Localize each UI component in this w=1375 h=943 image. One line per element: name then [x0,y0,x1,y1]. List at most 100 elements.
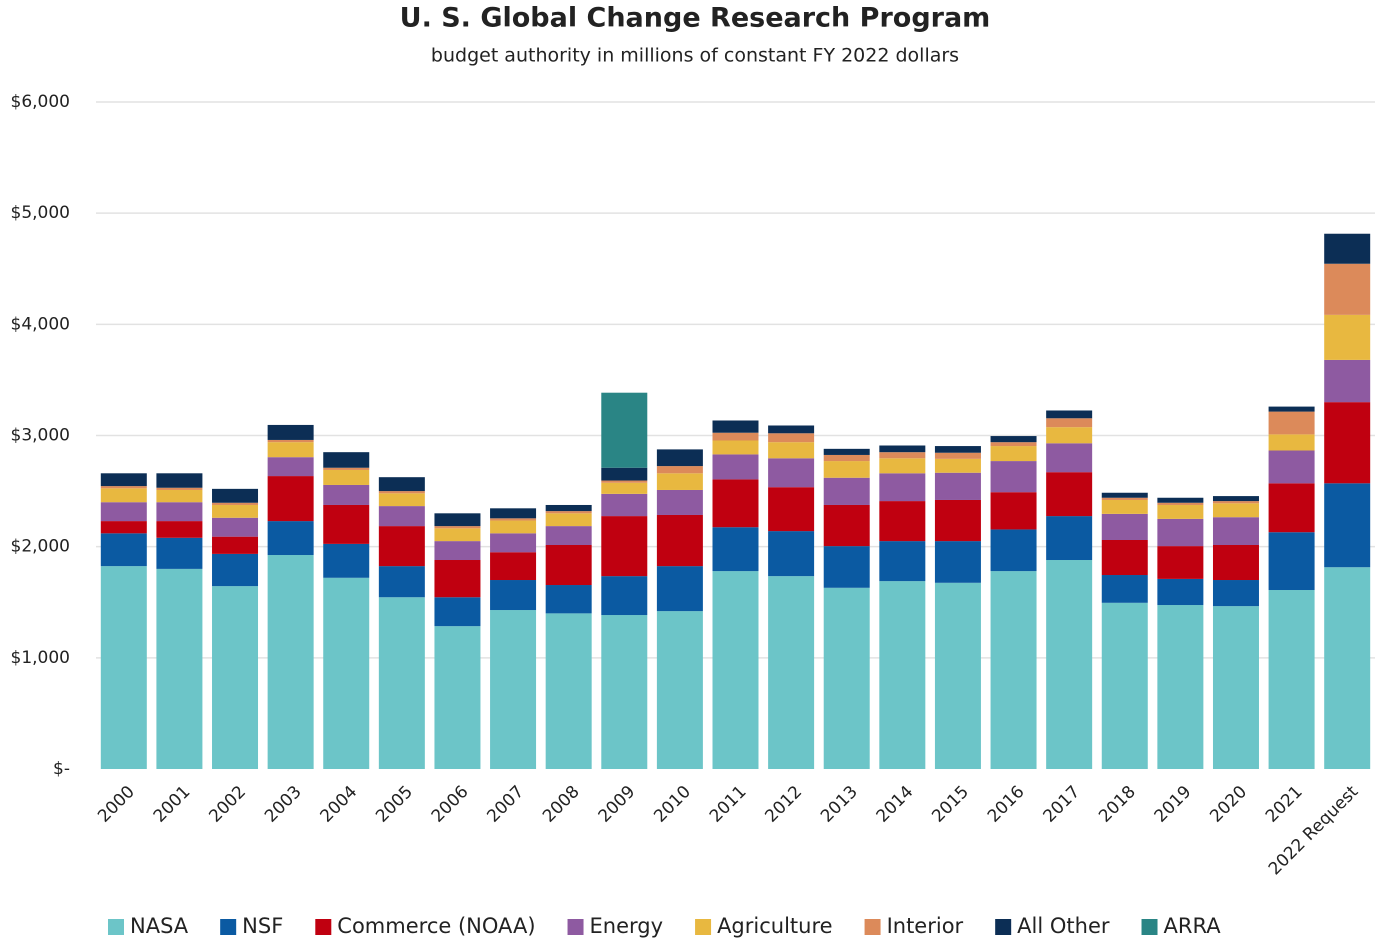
bar-segment [712,479,759,528]
bar-segment [100,566,147,769]
bar-segment [434,526,481,529]
legend-label: ARRA [1164,914,1222,938]
bar-segment [934,458,981,473]
bar-segment [1101,602,1148,769]
bar-segment [545,526,592,545]
y-tick-label: $1,000 [11,648,70,668]
x-tick-label: 2003 [261,782,306,827]
bar-segment [1212,503,1259,518]
legend-swatch [220,919,237,935]
bar-segment [434,541,481,561]
bar-segment [768,425,815,434]
bar-segment [1157,546,1204,579]
legend-swatch [695,919,712,935]
bar-segment [879,445,926,453]
y-tick-label: $2,000 [11,537,70,557]
bar-segment [100,488,147,503]
bar-segment [656,489,703,515]
bar-segment [768,433,815,443]
bar-segment [378,493,425,507]
bar-segment [1101,499,1148,514]
bar-segment [879,458,926,474]
bar-segment [1212,544,1259,581]
legend-swatch [108,919,124,935]
bar-segment [601,482,648,494]
x-tick-label: 2008 [539,782,584,827]
bar-segment [378,597,425,769]
bar-segment [1268,411,1315,435]
bar-segment [656,473,703,490]
bar-segment [323,504,370,544]
bar-segment [879,581,926,769]
bar-segment [1268,406,1315,412]
bar-segment [1157,605,1204,769]
bar-segment [712,440,759,455]
bar-segment [267,439,314,443]
bar-segment [990,571,1037,769]
bar-segment [1157,578,1204,606]
bar-segment [212,504,259,518]
legend-swatch [1141,919,1158,935]
bar-segment [601,480,648,483]
legend-swatch [864,919,881,935]
bar-segment [879,501,926,542]
x-tick-label: 2015 [928,782,973,827]
bar-segment [934,499,981,542]
legend-swatch [567,919,584,935]
bar-segment [712,454,759,480]
bar-segment [656,566,703,612]
bar-segment [1212,517,1259,545]
bar-segment [823,477,870,505]
bar-segment [601,493,648,517]
bar-segment [545,585,592,614]
bar-segment [1157,518,1204,547]
bar-segment [378,526,425,567]
bar-segment [1324,483,1371,568]
bar-segment [768,458,815,488]
bar-segment [656,466,703,474]
bar-segment [1268,590,1315,769]
bar-segment [934,472,981,500]
bar-segment [823,454,870,462]
bar-segment [100,473,147,487]
bar-segment [323,577,370,769]
bar-segment [267,457,314,477]
bar-segment [601,615,648,769]
y-tick-label: $5,000 [11,203,70,223]
bar-segment [712,527,759,572]
bar-segment [1101,539,1148,576]
bar-segment [434,513,481,527]
bar-segment [990,529,1037,572]
bar-segment [267,476,314,522]
bar-segment [1268,532,1315,591]
bar-segment [934,452,981,459]
bar-segment [378,477,425,492]
bar-segment [212,536,259,554]
bar-segment [545,504,592,512]
bar-segment [323,543,370,578]
bar-segment [656,449,703,467]
bar-segment [1046,560,1093,769]
bar-segment [879,541,926,582]
x-tick-label: 2019 [1151,782,1196,827]
bar-segment [490,520,537,534]
bar-segment [823,461,870,478]
bar-segment [601,467,648,481]
bar-segment [1324,402,1371,484]
bar-segment [378,506,425,527]
bar-segment [545,513,592,527]
bar-segment [212,488,259,503]
bar-segment [1324,359,1371,403]
bar-segment [1324,263,1371,315]
bar-segment [1046,418,1093,428]
bar-segment [712,571,759,769]
bar-segment [823,546,870,588]
bar-segment [490,508,537,519]
bar-segment [323,484,370,505]
bar-segment [990,461,1037,493]
bar-segment [601,392,648,468]
bar-segment [434,597,481,627]
x-tick-label: 2014 [873,782,918,827]
x-tick-label: 2012 [761,782,806,827]
